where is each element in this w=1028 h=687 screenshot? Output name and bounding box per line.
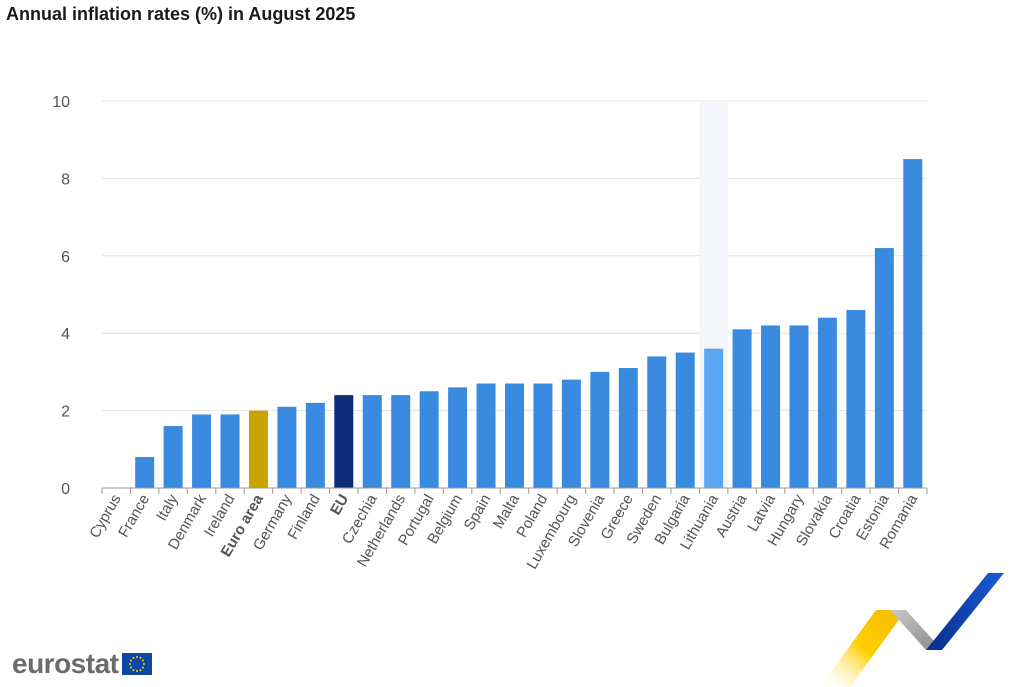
eurostat-logo: eurostat	[12, 648, 153, 680]
bar-ireland[interactable]	[220, 414, 240, 488]
eurostat-brand-graphic	[820, 573, 1004, 687]
bar-sweden[interactable]	[647, 356, 667, 488]
bar-finland[interactable]	[305, 402, 325, 488]
x-tick-label: Italy	[153, 491, 182, 524]
bar-belgium[interactable]	[448, 387, 468, 488]
bar-netherlands[interactable]	[391, 395, 411, 488]
bar-denmark[interactable]	[192, 414, 212, 488]
bars	[135, 159, 923, 489]
bar-austria[interactable]	[732, 329, 752, 488]
y-tick-label: 2	[61, 404, 70, 421]
logo-text: eurostat	[12, 648, 119, 679]
bar-germany[interactable]	[277, 406, 297, 488]
bar-romania[interactable]	[903, 159, 923, 489]
bar-greece[interactable]	[618, 368, 638, 488]
bar-slovakia[interactable]	[817, 317, 837, 488]
y-tick-label: 0	[61, 481, 70, 498]
chart-title: Annual inflation rates (%) in August 202…	[6, 4, 356, 24]
bar-france[interactable]	[135, 457, 155, 488]
bar-euro-area[interactable]	[248, 410, 268, 488]
bar-spain[interactable]	[476, 383, 496, 488]
bar-czechia[interactable]	[362, 395, 382, 488]
y-tick-label: 6	[61, 249, 70, 266]
y-tick-label: 8	[61, 171, 70, 188]
bar-estonia[interactable]	[874, 248, 894, 488]
x-tick-label: EU	[327, 492, 352, 519]
bar-bulgaria[interactable]	[675, 352, 695, 488]
bar-slovenia[interactable]	[590, 371, 610, 488]
y-tick-label: 4	[61, 326, 70, 343]
x-tick-label: Spain	[461, 492, 495, 534]
eu-flag-icon	[122, 653, 153, 675]
bar-croatia[interactable]	[846, 309, 866, 488]
bar-malta[interactable]	[505, 383, 524, 488]
bar-eu[interactable]	[334, 395, 354, 488]
x-axis	[101, 487, 928, 494]
bar-hungary[interactable]	[789, 325, 809, 488]
bar-italy[interactable]	[163, 426, 183, 488]
y-axis-labels: 0 2 4 6 8 10	[52, 94, 70, 498]
y-tick-label: 10	[52, 94, 70, 111]
bar-latvia[interactable]	[761, 325, 781, 488]
bar-portugal[interactable]	[419, 391, 439, 488]
bar-poland[interactable]	[533, 383, 553, 488]
bar-lithuania[interactable]	[704, 348, 724, 488]
bar-luxembourg[interactable]	[561, 379, 581, 488]
